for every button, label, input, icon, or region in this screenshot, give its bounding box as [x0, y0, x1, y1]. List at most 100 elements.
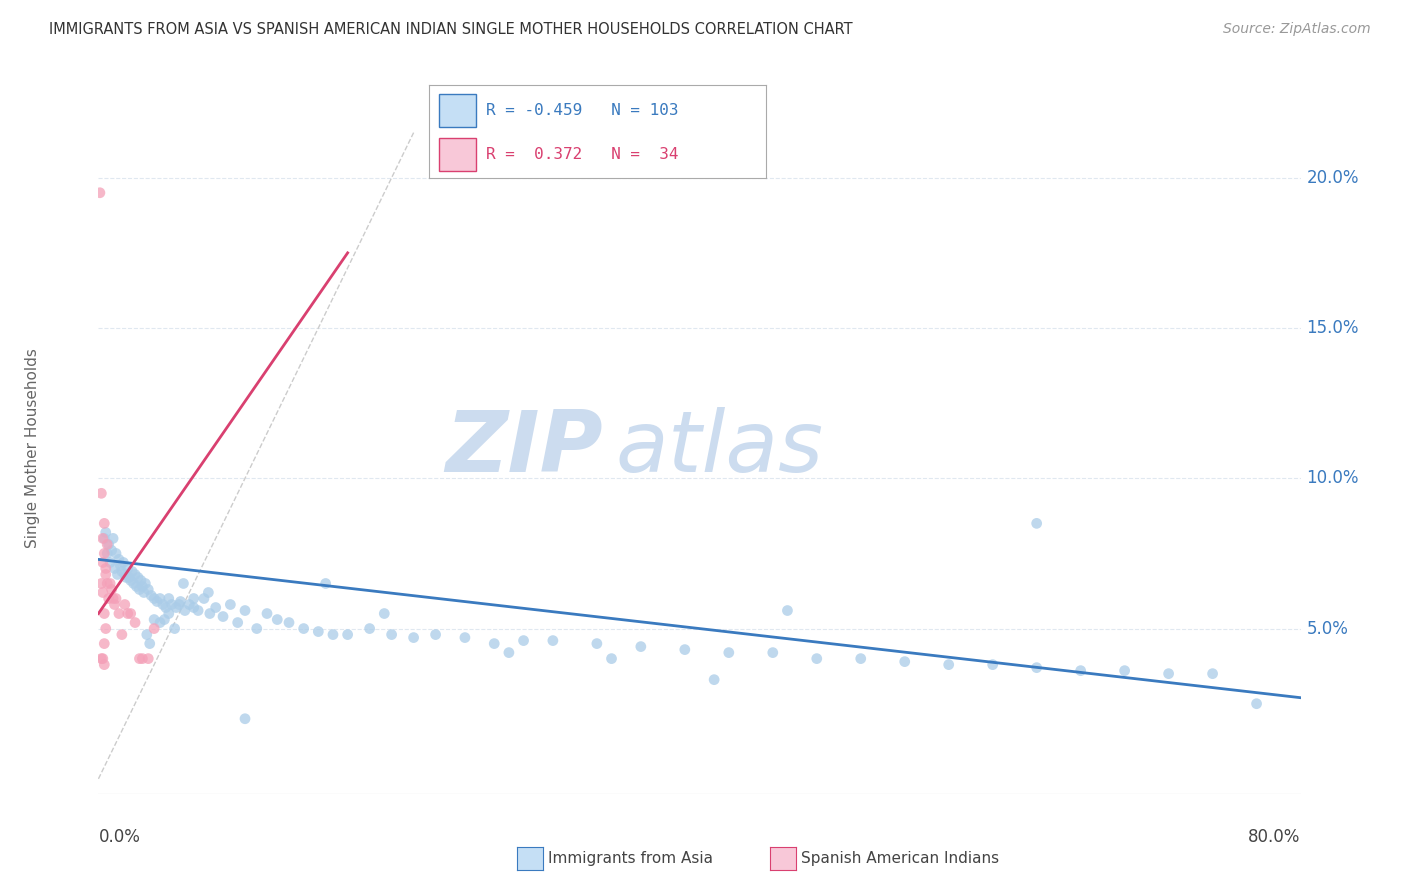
- Point: [111, 565, 134, 579]
- Point: [90, 576, 112, 591]
- Text: R =  0.372   N =  34: R = 0.372 N = 34: [486, 147, 679, 162]
- Point: [849, 651, 872, 665]
- Point: [97, 537, 120, 551]
- Text: 15.0%: 15.0%: [1306, 319, 1360, 337]
- Point: [117, 607, 139, 621]
- Point: [153, 613, 176, 627]
- Point: [103, 598, 125, 612]
- Point: [981, 657, 1004, 672]
- Point: [373, 607, 395, 621]
- Point: [94, 561, 117, 575]
- Point: [183, 600, 205, 615]
- Point: [160, 598, 183, 612]
- Point: [91, 651, 114, 665]
- Point: [93, 657, 115, 672]
- Point: [141, 589, 163, 603]
- Point: [117, 561, 139, 575]
- Point: [131, 651, 153, 665]
- Point: [94, 622, 117, 636]
- Text: 20.0%: 20.0%: [1306, 169, 1360, 186]
- Point: [938, 657, 960, 672]
- Text: 5.0%: 5.0%: [1306, 620, 1348, 638]
- Point: [114, 598, 136, 612]
- Point: [402, 631, 425, 645]
- Point: [100, 543, 122, 558]
- Point: [246, 622, 269, 636]
- Point: [91, 532, 114, 546]
- Point: [197, 585, 219, 599]
- Point: [174, 603, 197, 617]
- Point: [149, 591, 172, 606]
- Point: [93, 516, 115, 531]
- Point: [454, 631, 477, 645]
- Text: Immigrants from Asia: Immigrants from Asia: [548, 851, 713, 865]
- Text: R = -0.459   N = 103: R = -0.459 N = 103: [486, 103, 679, 118]
- Point: [1070, 664, 1092, 678]
- Point: [118, 570, 141, 584]
- Point: [359, 622, 381, 636]
- Point: [157, 607, 180, 621]
- Point: [90, 486, 112, 500]
- Point: [96, 576, 118, 591]
- Point: [93, 607, 115, 621]
- Point: [103, 561, 125, 575]
- Point: [183, 591, 205, 606]
- Point: [97, 591, 120, 606]
- Point: [94, 567, 117, 582]
- Point: [94, 525, 117, 540]
- Point: [89, 186, 111, 200]
- Point: [315, 576, 337, 591]
- Point: [703, 673, 725, 687]
- Point: [322, 627, 344, 641]
- Point: [266, 613, 288, 627]
- Point: [193, 591, 215, 606]
- Point: [108, 607, 131, 621]
- Point: [93, 532, 115, 546]
- Point: [381, 627, 404, 641]
- Point: [105, 546, 128, 560]
- Point: [541, 633, 564, 648]
- Point: [425, 627, 447, 641]
- Point: [105, 591, 128, 606]
- Point: [90, 651, 112, 665]
- Point: [107, 567, 129, 582]
- Point: [129, 574, 152, 588]
- Point: [146, 594, 169, 608]
- Point: [136, 651, 159, 665]
- Point: [233, 603, 256, 617]
- Point: [673, 642, 696, 657]
- Point: [124, 615, 146, 630]
- Point: [163, 622, 186, 636]
- Point: [806, 651, 828, 665]
- Point: [136, 582, 159, 597]
- Point: [93, 546, 115, 560]
- Point: [98, 556, 121, 570]
- Point: [512, 633, 534, 648]
- Point: [149, 615, 172, 630]
- Text: 80.0%: 80.0%: [1249, 829, 1301, 847]
- Point: [1025, 516, 1047, 531]
- Point: [336, 627, 359, 641]
- Point: [167, 598, 190, 612]
- Point: [226, 615, 249, 630]
- Point: [122, 576, 145, 591]
- Point: [125, 580, 148, 594]
- Point: [198, 607, 221, 621]
- Point: [179, 598, 201, 612]
- Point: [91, 556, 114, 570]
- Point: [187, 603, 209, 617]
- Point: [157, 591, 180, 606]
- Point: [204, 600, 226, 615]
- Point: [131, 580, 153, 594]
- Point: [498, 646, 520, 660]
- Text: 10.0%: 10.0%: [1306, 469, 1360, 487]
- Point: [278, 615, 301, 630]
- Point: [96, 537, 118, 551]
- Point: [127, 570, 149, 584]
- Point: [115, 570, 138, 584]
- Point: [165, 600, 187, 615]
- Point: [155, 600, 177, 615]
- Point: [256, 607, 278, 621]
- Point: [114, 567, 136, 582]
- Point: [169, 594, 191, 608]
